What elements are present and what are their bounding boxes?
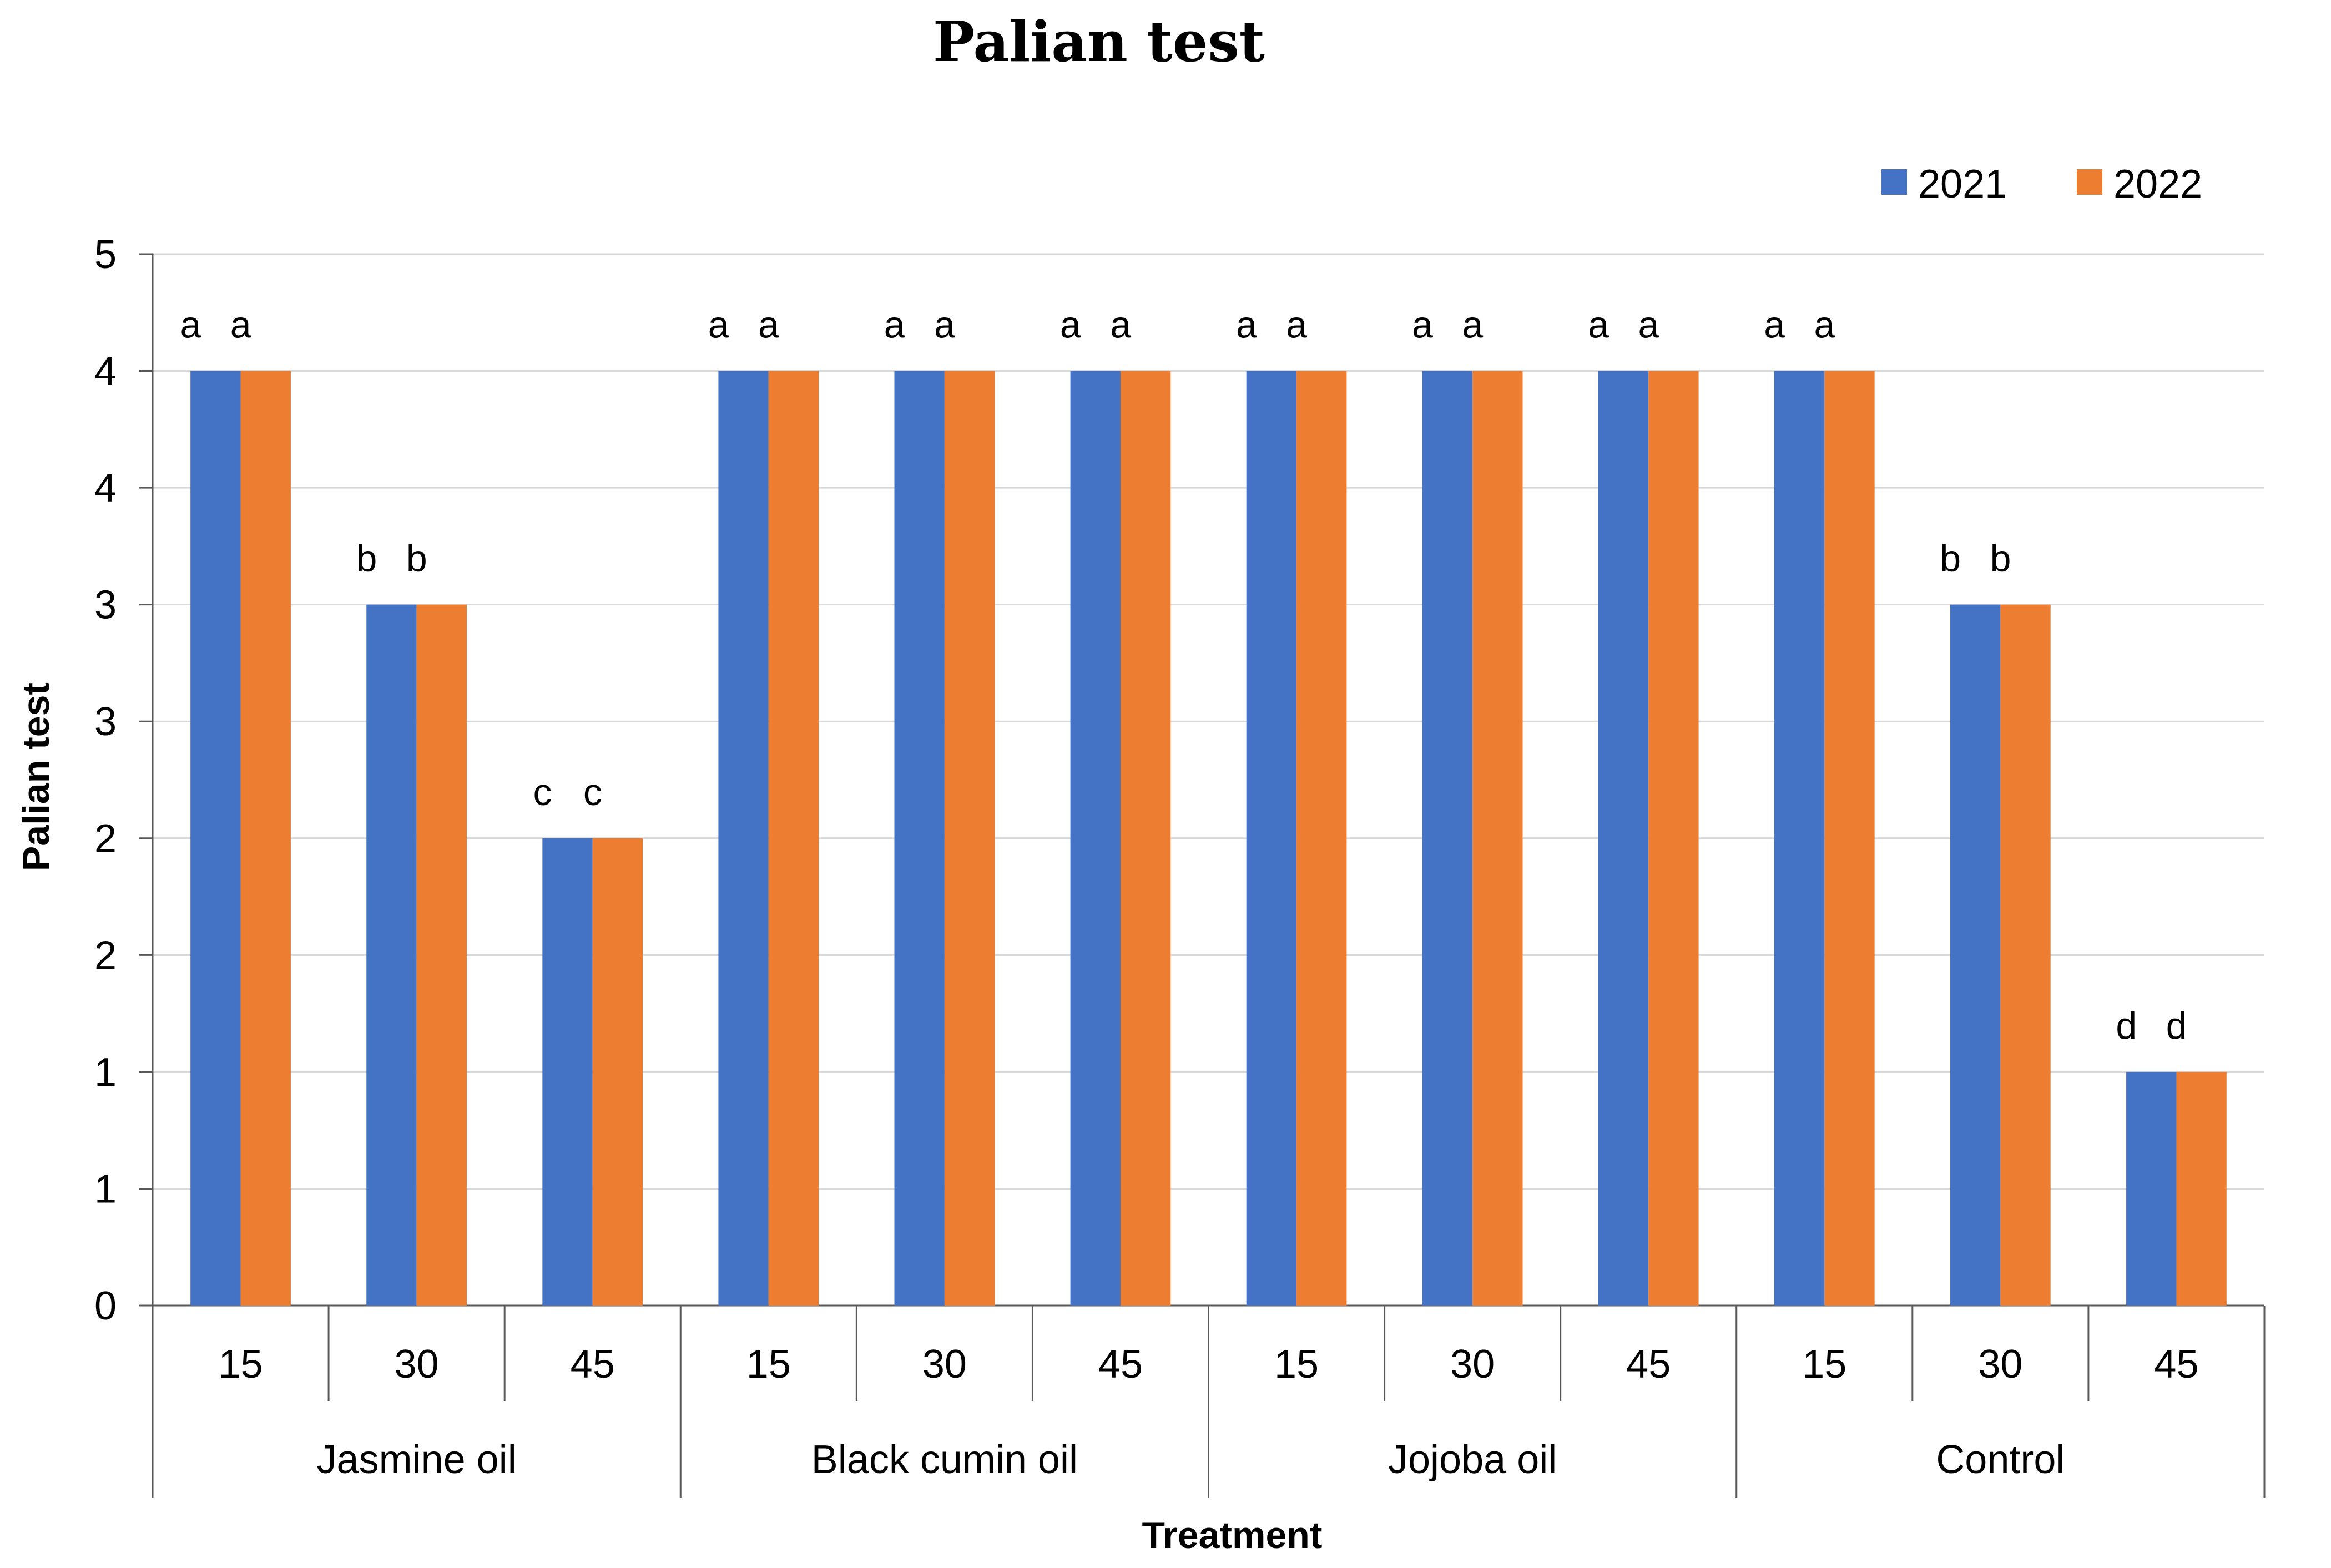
y-tick-label: 2: [94, 817, 117, 861]
data-label-2021: a: [1588, 304, 1609, 346]
x-group-label: Jojoba oil: [1388, 1438, 1557, 1482]
x-category-label: 45: [1098, 1342, 1143, 1387]
y-tick-label: 2: [94, 933, 117, 978]
y-tick-label: 0: [94, 1284, 117, 1328]
bar-2021: [1950, 604, 2001, 1306]
x-category-label: 30: [922, 1342, 967, 1387]
bar-2022: [416, 604, 467, 1306]
y-tick-label: 3: [94, 700, 117, 744]
y-tick-label: 4: [94, 350, 117, 394]
data-label-2022: b: [1990, 538, 2011, 580]
data-label-2022: a: [1286, 304, 1307, 346]
data-label-2022: d: [2166, 1005, 2187, 1047]
bar-2021: [2126, 1071, 2177, 1306]
data-label-2022: a: [934, 304, 955, 346]
bar-2021: [1774, 371, 1825, 1306]
data-label-2022: a: [1638, 304, 1659, 346]
bar-2022: [592, 838, 643, 1306]
data-label-2022: c: [583, 771, 602, 813]
x-category-label: 30: [1450, 1342, 1495, 1387]
bar-2022: [1648, 371, 1699, 1306]
x-category-label: 15: [746, 1342, 791, 1387]
data-label-2021: b: [356, 538, 377, 580]
bars: [190, 371, 2227, 1306]
x-category-label: 15: [1274, 1342, 1319, 1387]
x-group-label: Control: [1936, 1438, 2065, 1482]
bar-2022: [768, 371, 819, 1306]
legend: 2021 2022: [1881, 162, 2202, 206]
bar-2021: [894, 371, 945, 1306]
y-tick-label: 1: [94, 1050, 117, 1095]
data-label-2021: a: [884, 304, 905, 346]
bar-2022: [1472, 371, 1523, 1306]
bar-2022: [1824, 371, 1875, 1306]
x-category-label: 30: [1978, 1342, 2022, 1387]
bar-2022: [1296, 371, 1347, 1306]
x-category-label: 45: [2154, 1342, 2198, 1387]
y-axis-ticks: 0 1 1 2 2 3 3 4 4 5: [94, 232, 154, 1328]
data-label-2022: b: [406, 538, 427, 580]
x-group-label: Black cumin oil: [811, 1438, 1078, 1482]
x-axis: 15 30 45 Jasmine oil 15 30 45 Black cumin oil 15…: [152, 1306, 2266, 1498]
bar-2021: [1070, 371, 1121, 1306]
x-category-label: 15: [218, 1342, 263, 1387]
bar-2021: [1246, 371, 1297, 1306]
bar-2021: [1422, 371, 1473, 1306]
legend-label-2021: 2021: [1918, 162, 2007, 206]
y-tick-label: 4: [94, 466, 117, 510]
legend-swatch-2022: [2077, 169, 2102, 195]
data-label-2021: a: [1412, 304, 1433, 346]
data-label-2022: a: [1814, 304, 1835, 346]
x-axis-title: Treatment: [1142, 1514, 1323, 1556]
data-label-2021: b: [1940, 538, 1961, 580]
x-group-label: Jasmine oil: [317, 1438, 517, 1482]
bar-2022: [2000, 604, 2051, 1306]
data-label-2021: a: [1764, 304, 1785, 346]
bar-2022: [1120, 371, 1171, 1306]
data-label-2022: a: [1462, 304, 1483, 346]
x-category-label: 45: [571, 1342, 615, 1387]
bar-2022: [240, 371, 291, 1306]
data-label-2021: a: [180, 304, 201, 346]
data-label-2021: d: [2116, 1005, 2137, 1047]
bar-2021: [542, 838, 593, 1306]
gridlines: [153, 253, 2264, 1307]
bar-2021: [718, 371, 769, 1306]
y-tick-label: 5: [94, 232, 117, 277]
data-label-2022: a: [230, 304, 251, 346]
legend-swatch-2021: [1881, 169, 1907, 195]
x-category-label: 15: [1802, 1342, 1846, 1387]
bar-2021: [190, 371, 241, 1306]
y-tick-label: 1: [94, 1167, 117, 1211]
chart-title: Palian test: [933, 9, 1265, 74]
bar-2021: [366, 604, 417, 1306]
data-label-2022: a: [1110, 304, 1131, 346]
data-label-2021: a: [1060, 304, 1081, 346]
x-category-label: 45: [1626, 1342, 1671, 1387]
y-axis-title: Palian test: [15, 682, 57, 871]
data-label-2022: a: [758, 304, 779, 346]
data-label-2021: a: [1236, 304, 1257, 346]
data-label-2021: c: [533, 771, 552, 813]
data-label-2021: a: [708, 304, 729, 346]
bar-2022: [944, 371, 995, 1306]
legend-label-2022: 2022: [2113, 162, 2202, 206]
y-tick-label: 3: [94, 583, 117, 628]
bar-2022: [2176, 1071, 2227, 1306]
bar-2021: [1598, 371, 1649, 1306]
data-labels: a ab bc ca a a a a a a a a a a a a ab bd d: [180, 304, 2187, 1047]
x-category-label: 30: [395, 1342, 439, 1387]
